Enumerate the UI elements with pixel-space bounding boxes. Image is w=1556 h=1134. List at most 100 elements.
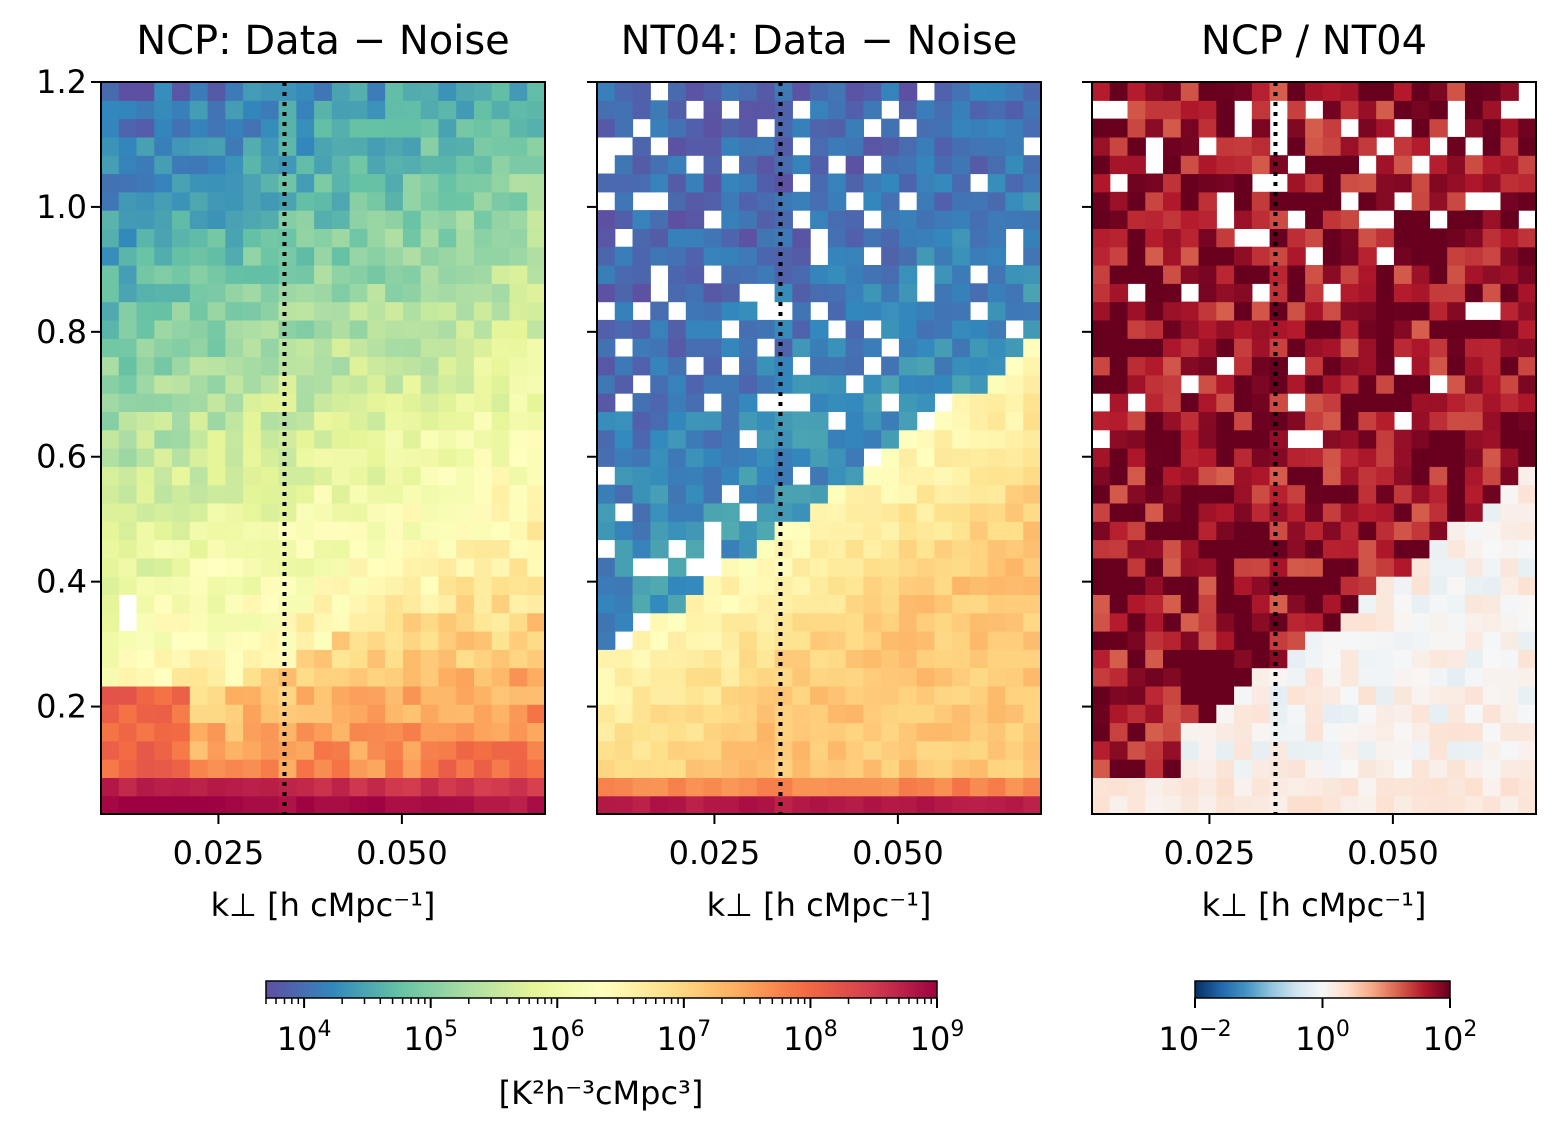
y-tick-label: 1.2	[36, 63, 87, 101]
heatmap-cell	[1464, 612, 1484, 632]
heatmap-cell	[456, 448, 475, 467]
heatmap-cell	[1358, 484, 1377, 504]
heatmap-cell	[136, 191, 155, 211]
heatmap-cell	[1145, 795, 1164, 815]
heatmap-cell	[1376, 631, 1395, 650]
heatmap-cell	[668, 795, 687, 815]
heatmap-cell	[1145, 338, 1164, 358]
heatmap-cell	[1482, 704, 1502, 724]
heatmap-cell	[597, 557, 616, 577]
heatmap-cell	[1482, 210, 1502, 229]
heatmap-cell	[1145, 411, 1164, 431]
heatmap-cell	[1393, 667, 1413, 687]
heatmap-cell	[650, 685, 669, 705]
heatmap-cell	[402, 502, 422, 522]
heatmap-cell	[136, 301, 155, 321]
heatmap-cell	[898, 539, 918, 559]
heatmap-cell	[509, 265, 528, 284]
heatmap-cell	[792, 448, 811, 467]
heatmap-cell	[827, 704, 847, 724]
heatmap-cell	[774, 466, 793, 486]
heatmap-cell	[668, 466, 687, 486]
heatmap-cell	[1464, 685, 1484, 705]
heatmap-cell	[1393, 502, 1413, 522]
heatmap-cell	[509, 759, 528, 778]
heatmap-cell	[225, 338, 244, 358]
colorbar-tick-label: 106	[530, 1017, 585, 1058]
heatmap-cell	[438, 82, 457, 101]
heatmap-cell	[1340, 722, 1359, 742]
heatmap-cell	[456, 228, 475, 248]
heatmap-cell	[916, 594, 936, 614]
heatmap-cell	[456, 576, 475, 595]
heatmap-cell	[1092, 502, 1111, 522]
heatmap-cell	[632, 649, 651, 669]
heatmap-cell	[1180, 795, 1200, 815]
heatmap-cell	[721, 502, 740, 522]
heatmap-cell	[438, 173, 457, 193]
heatmap-cell	[1145, 265, 1164, 284]
heatmap-cell	[685, 301, 705, 321]
heatmap-cell	[101, 704, 120, 724]
heatmap-cell	[650, 118, 669, 138]
heatmap-cell	[632, 155, 651, 175]
heatmap-cell	[1023, 777, 1042, 797]
heatmap-cell	[1109, 246, 1129, 266]
heatmap-cell	[1251, 265, 1271, 284]
heatmap-cell	[456, 502, 475, 522]
heatmap-cell	[1234, 210, 1253, 229]
heatmap-cell	[952, 722, 971, 742]
heatmap-cell	[1251, 411, 1271, 431]
heatmap-cell	[118, 191, 138, 211]
heatmap-cell	[189, 429, 209, 449]
heatmap-cell	[172, 100, 191, 120]
heatmap-cell	[296, 685, 315, 705]
heatmap-cell	[1305, 484, 1324, 504]
heatmap-cell	[934, 466, 953, 486]
heatmap-cell	[1305, 265, 1324, 284]
heatmap-cell	[934, 100, 953, 120]
heatmap-cell	[845, 448, 864, 467]
heatmap-cell	[1127, 374, 1146, 394]
heatmap-cell	[703, 429, 722, 449]
heatmap-cell	[1127, 448, 1146, 467]
heatmap-cell	[952, 594, 971, 614]
heatmap-cell	[881, 448, 900, 467]
heatmap-cell	[491, 210, 511, 229]
heatmap-cell	[260, 795, 280, 815]
heatmap-cell	[118, 338, 138, 358]
heatmap-cell	[1482, 173, 1502, 193]
heatmap-cell	[1447, 740, 1466, 760]
heatmap-cell	[136, 173, 155, 193]
heatmap-cell	[650, 594, 669, 614]
heatmap-cell	[225, 612, 244, 632]
heatmap-cell	[1464, 356, 1484, 376]
heatmap-cell	[207, 100, 226, 120]
heatmap-cell	[118, 136, 138, 156]
heatmap-cell	[614, 704, 634, 724]
heatmap-cell	[420, 612, 440, 632]
heatmap-cell	[1234, 338, 1253, 358]
heatmap-cell	[1251, 448, 1271, 467]
heatmap-cell	[331, 704, 351, 724]
heatmap-cell	[632, 704, 651, 724]
heatmap-cell	[296, 594, 315, 614]
heatmap-cell	[118, 722, 138, 742]
heatmap-cell	[1163, 484, 1182, 504]
heatmap-cell	[385, 557, 404, 577]
heatmap-cell	[136, 722, 155, 742]
heatmap-cell	[1023, 411, 1042, 431]
heatmap-cell	[1005, 576, 1024, 595]
heatmap-cell	[1180, 722, 1200, 742]
heatmap-cell	[952, 539, 971, 559]
heatmap-cell	[473, 228, 493, 248]
heatmap-cell	[225, 576, 244, 595]
heatmap-cell	[420, 795, 440, 815]
heatmap-cell	[296, 704, 315, 724]
heatmap-cell	[1005, 301, 1024, 321]
heatmap-cell	[774, 685, 793, 705]
heatmap-cell	[207, 612, 226, 632]
heatmap-cell	[1464, 246, 1484, 266]
heatmap-cell	[296, 82, 315, 101]
heatmap-cell	[668, 191, 687, 211]
